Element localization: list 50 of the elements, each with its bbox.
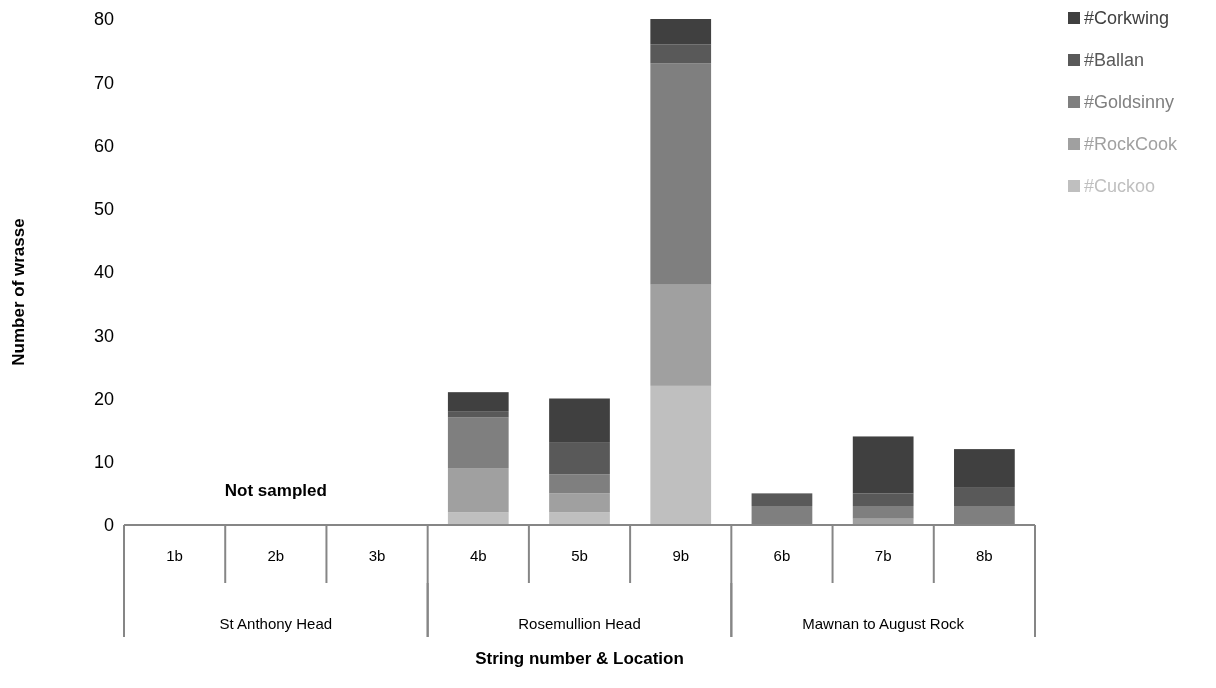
bar [650, 385, 712, 525]
x-axis-title: String number & Location [475, 649, 684, 668]
x-tick-label: 4b [469, 547, 487, 564]
bar [650, 44, 712, 64]
bar [447, 512, 509, 525]
legend-label: #Cuckoo [1084, 176, 1156, 196]
y-tick-label: 30 [93, 325, 114, 346]
x-tick-label: 6b [773, 547, 791, 564]
text: St Anthony Head [219, 615, 333, 632]
legend-label: #Ballan [1084, 50, 1145, 70]
bar [852, 436, 914, 494]
bar [447, 392, 509, 412]
bar [852, 493, 914, 507]
bar [650, 19, 712, 45]
bar [447, 468, 509, 513]
bar [447, 411, 509, 418]
y-tick-label: 40 [93, 262, 114, 283]
bar [549, 512, 610, 525]
y-tick-label: 0 [103, 515, 114, 536]
x-tick-label: 3b [368, 547, 386, 564]
bar [549, 474, 610, 494]
x-tick-label: 1b [166, 547, 183, 564]
bar [549, 442, 610, 475]
y-tick-label: 70 [93, 72, 114, 93]
x-tick-label: 7b [874, 547, 892, 564]
bar [751, 493, 813, 507]
bar [852, 506, 914, 519]
x-tick-label: 8b [976, 547, 993, 564]
y-axis-title: Number of wrasse [9, 218, 28, 366]
y-tick-label: 60 [93, 135, 114, 156]
legend-label: #RockCook [1084, 134, 1179, 154]
y-tick-label: 10 [93, 452, 114, 473]
text: Rosemullion Head [518, 615, 641, 632]
annotation: Not sampled [224, 481, 327, 500]
y-tick-label: 80 [93, 9, 114, 30]
x-tick-label: 9b [672, 547, 690, 564]
legend-label: #Goldsinny [1084, 92, 1175, 112]
bar [650, 63, 712, 285]
bar [549, 398, 610, 443]
bar [954, 487, 1015, 507]
y-tick-label: 20 [93, 388, 114, 409]
x-tick-label: 5b [571, 547, 588, 564]
text: Mawnan to August Rock [802, 615, 965, 632]
bar [447, 417, 509, 469]
bar [650, 284, 712, 386]
x-tick-label: 2b [267, 547, 285, 564]
y-tick-label: 50 [93, 199, 114, 220]
legend-label: #Corkwing [1084, 8, 1170, 28]
bar [549, 493, 610, 513]
bar [954, 449, 1015, 488]
